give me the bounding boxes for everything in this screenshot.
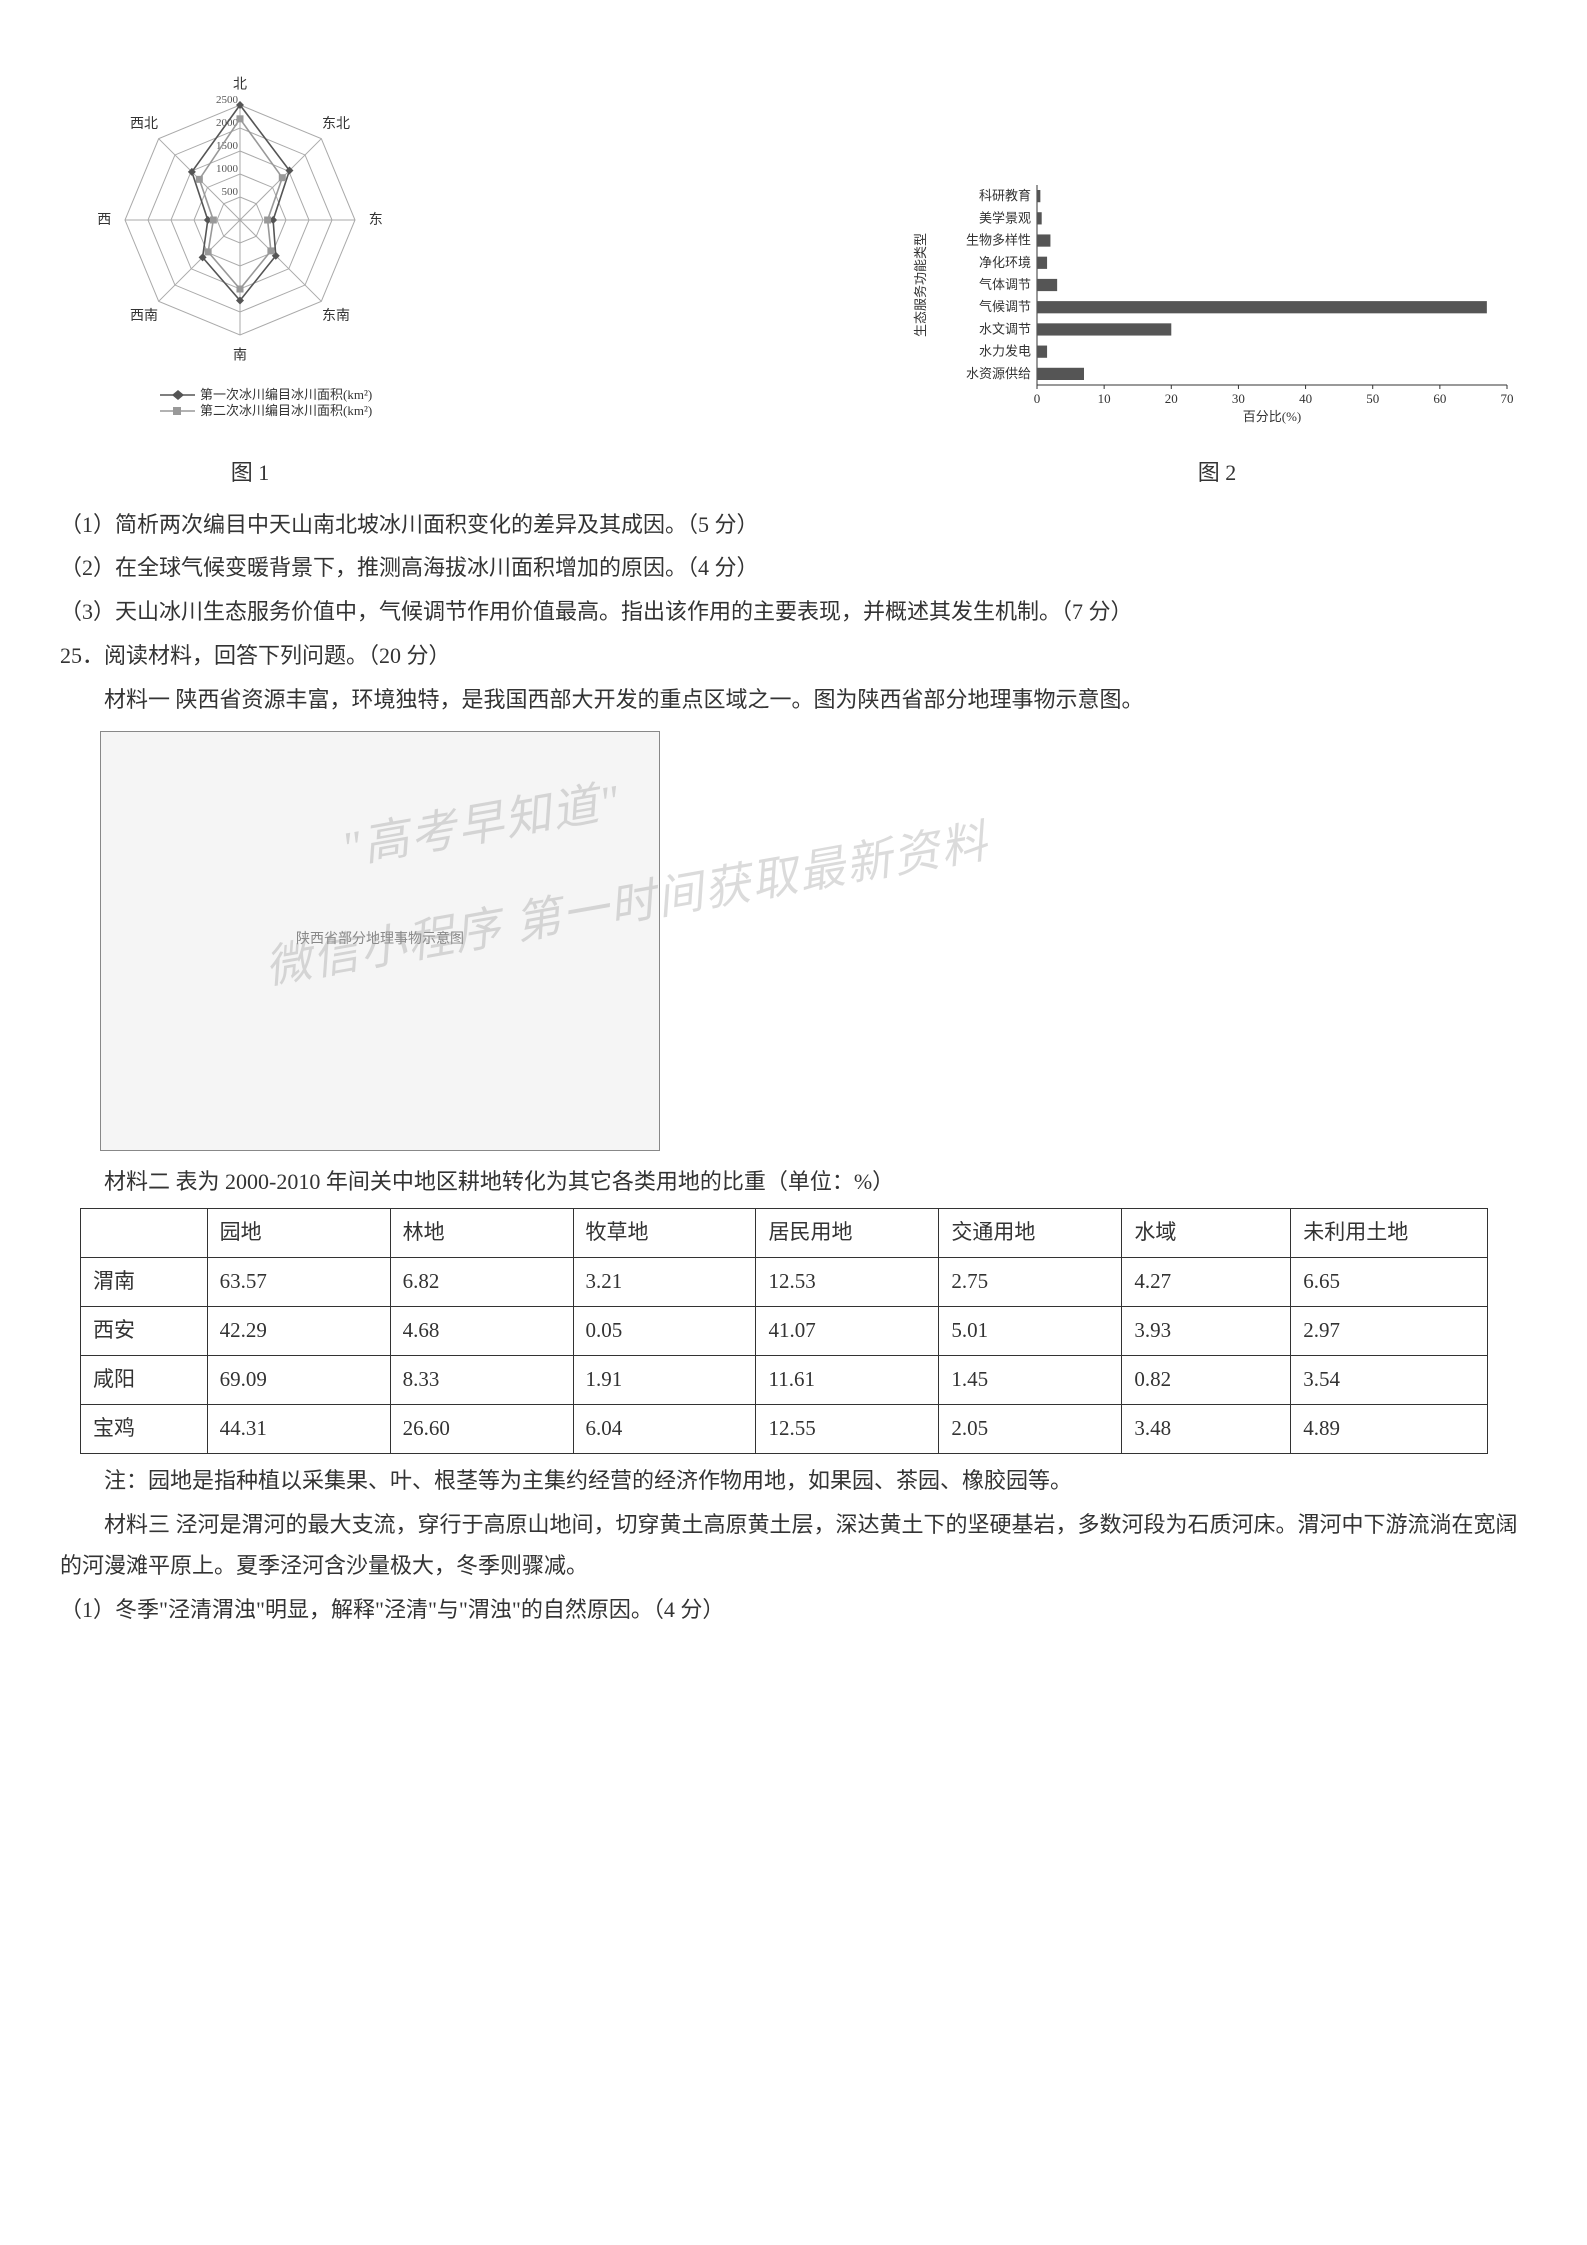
svg-text:生态服务功能类型: 生态服务功能类型	[913, 233, 928, 337]
table-cell: 1.91	[573, 1356, 756, 1405]
svg-text:2500: 2500	[216, 94, 239, 106]
table-cell: 0.82	[1122, 1356, 1291, 1405]
bar-chart: 0 10 20 30 40 50 60 70 百分比(%) 生态服务功能类型 科研教育美学景观生物多…	[907, 170, 1527, 444]
svg-text:500: 500	[222, 186, 239, 198]
svg-text:西: 西	[97, 213, 111, 228]
table-cell: 44.31	[207, 1404, 390, 1453]
svg-text:净化环境: 净化环境	[979, 255, 1031, 270]
table-cell: 4.89	[1291, 1404, 1488, 1453]
question-25-head: 25．阅读材料，回答下列问题。（20 分）	[60, 635, 1527, 677]
svg-text:百分比(%): 百分比(%)	[1243, 409, 1302, 424]
table-cell: 宝鸡	[81, 1404, 208, 1453]
table-cell: 69.09	[207, 1356, 390, 1405]
svg-text:北: 北	[233, 76, 247, 92]
table-cell: 6.82	[390, 1258, 573, 1307]
table-cell: 6.04	[573, 1404, 756, 1453]
svg-text:水文调节: 水文调节	[979, 321, 1031, 336]
svg-text:东南: 东南	[322, 308, 350, 324]
table-cell: 3.93	[1122, 1307, 1291, 1356]
radar-block: 北东北东东南南西南西西北5001000150020002500第一次冰川编目冰川…	[60, 50, 440, 494]
svg-text:生物多样性: 生物多样性	[966, 233, 1031, 248]
svg-text:东北: 东北	[322, 116, 350, 132]
table-cell: 2.75	[939, 1258, 1122, 1307]
svg-text:20: 20	[1165, 391, 1178, 406]
table-note: 注：园地是指种植以采集果、叶、根茎等为主集约经营的经济作物用地，如果园、茶园、橡…	[60, 1460, 1527, 1502]
svg-text:科研教育: 科研教育	[979, 188, 1031, 203]
table-header-row: 园地林地牧草地居民用地交通用地水域未利用土地	[81, 1209, 1488, 1258]
svg-text:1000: 1000	[216, 163, 239, 175]
table-header-cell: 居民用地	[756, 1209, 939, 1258]
table-header-cell	[81, 1209, 208, 1258]
table-row: 西安42.294.680.0541.075.013.932.97	[81, 1307, 1488, 1356]
svg-text:气候调节: 气候调节	[979, 299, 1031, 314]
table-header-cell: 未利用土地	[1291, 1209, 1488, 1258]
table-cell: 3.21	[573, 1258, 756, 1307]
svg-text:南: 南	[233, 348, 247, 364]
table-cell: 3.54	[1291, 1356, 1488, 1405]
shaanxi-map: 陕西省部分地理事物示意图	[100, 731, 660, 1151]
table-cell: 12.55	[756, 1404, 939, 1453]
table-cell: 12.53	[756, 1258, 939, 1307]
svg-text:气体调节: 气体调节	[979, 277, 1031, 292]
table-row: 咸阳69.098.331.9111.611.450.823.54	[81, 1356, 1488, 1405]
table-header-cell: 牧草地	[573, 1209, 756, 1258]
table-header-cell: 园地	[207, 1209, 390, 1258]
question-2: （2）在全球气候变暖背景下，推测高海拔冰川面积增加的原因。（4 分）	[60, 547, 1527, 589]
svg-text:30: 30	[1232, 391, 1245, 406]
table-cell: 3.48	[1122, 1404, 1291, 1453]
question-3: （3）天山冰川生态服务价值中，气候调节作用价值最高。指出该作用的主要表现，并概述…	[60, 591, 1527, 633]
table-cell: 咸阳	[81, 1356, 208, 1405]
svg-text:第二次冰川编目冰川面积(km²): 第二次冰川编目冰川面积(km²)	[200, 403, 372, 418]
map-placeholder: 陕西省部分地理事物示意图	[296, 927, 464, 954]
table-cell: 41.07	[756, 1307, 939, 1356]
table-cell: 2.97	[1291, 1307, 1488, 1356]
table-cell: 渭南	[81, 1258, 208, 1307]
svg-text:第一次冰川编目冰川面积(km²): 第一次冰川编目冰川面积(km²)	[200, 387, 372, 402]
table-cell: 2.05	[939, 1404, 1122, 1453]
svg-text:60: 60	[1433, 391, 1446, 406]
svg-text:水资源供给: 水资源供给	[966, 366, 1031, 381]
table-row: 宝鸡44.3126.606.0412.552.053.484.89	[81, 1404, 1488, 1453]
table-cell: 1.45	[939, 1356, 1122, 1405]
table-cell: 5.01	[939, 1307, 1122, 1356]
material-1: 材料一 陕西省资源丰富，环境独特，是我国西部大开发的重点区域之一。图为陕西省部分…	[60, 679, 1527, 721]
landuse-table: 园地林地牧草地居民用地交通用地水域未利用土地 渭南63.576.823.2112…	[80, 1208, 1488, 1453]
table-cell: 6.65	[1291, 1258, 1488, 1307]
svg-text:0: 0	[1034, 391, 1041, 406]
svg-text:东: 东	[369, 212, 383, 228]
svg-text:70: 70	[1501, 391, 1514, 406]
table-header-cell: 水域	[1122, 1209, 1291, 1258]
table-header-cell: 林地	[390, 1209, 573, 1258]
table-body: 渭南63.576.823.2112.532.754.276.65西安42.294…	[81, 1258, 1488, 1454]
table-cell: 4.27	[1122, 1258, 1291, 1307]
table-header-cell: 交通用地	[939, 1209, 1122, 1258]
svg-text:美学景观: 美学景观	[979, 210, 1031, 225]
table-cell: 11.61	[756, 1356, 939, 1405]
svg-text:50: 50	[1366, 391, 1379, 406]
charts-row: 北东北东东南南西南西西北5001000150020002500第一次冰川编目冰川…	[60, 50, 1527, 494]
radar-chart: 北东北东东南南西南西西北5001000150020002500第一次冰川编目冰川…	[60, 50, 440, 444]
question-25-1: （1）冬季"泾清渭浊"明显，解释"泾清"与"渭浊"的自然原因。（4 分）	[60, 1589, 1527, 1631]
svg-text:西南: 西南	[130, 308, 158, 324]
radar-caption: 图 1	[231, 452, 270, 494]
question-1: （1）简析两次编目中天山南北坡冰川面积变化的差异及其成因。（5 分）	[60, 504, 1527, 546]
table-cell: 4.68	[390, 1307, 573, 1356]
svg-text:10: 10	[1098, 391, 1111, 406]
svg-text:40: 40	[1299, 391, 1312, 406]
svg-text:水力发电: 水力发电	[979, 344, 1031, 359]
bar-block: 0 10 20 30 40 50 60 70 百分比(%) 生态服务功能类型 科研教育美学景观生物多…	[907, 170, 1527, 494]
table-cell: 8.33	[390, 1356, 573, 1405]
table-cell: 26.60	[390, 1404, 573, 1453]
material-3: 材料三 泾河是渭河的最大支流，穿行于高原山地间，切穿黄土高原黄土层，深达黄土下的…	[60, 1504, 1527, 1588]
table-cell: 42.29	[207, 1307, 390, 1356]
svg-text:西北: 西北	[130, 116, 158, 132]
table-row: 渭南63.576.823.2112.532.754.276.65	[81, 1258, 1488, 1307]
table-cell: 63.57	[207, 1258, 390, 1307]
table-cell: 西安	[81, 1307, 208, 1356]
bar-caption: 图 2	[1198, 452, 1237, 494]
material-2: 材料二 表为 2000-2010 年间关中地区耕地转化为其它各类用地的比重（单位…	[60, 1161, 1527, 1203]
table-cell: 0.05	[573, 1307, 756, 1356]
